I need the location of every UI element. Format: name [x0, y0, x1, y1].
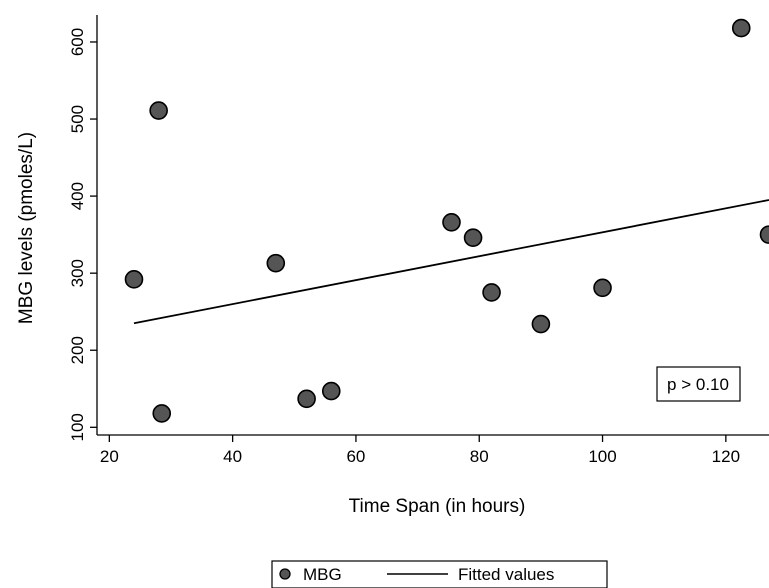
y-tick-label: 200: [68, 336, 87, 364]
data-point-mbg: [266, 253, 286, 273]
scatter-points-layer: [124, 18, 769, 423]
legend-marker-mbg: [279, 568, 291, 580]
data-point-mbg: [731, 18, 751, 38]
x-tick-label: 60: [346, 447, 365, 466]
legend: MBG Fitted values: [271, 560, 608, 588]
data-point-mbg: [297, 389, 316, 409]
y-axis-title: MBG levels (pmoles/L): [16, 132, 37, 324]
legend-label-mbg: MBG: [303, 565, 342, 584]
data-point-mbg: [124, 270, 144, 289]
data-point-mbg: [531, 314, 551, 334]
x-axis: 20 40 60 80 100 120: [97, 434, 769, 466]
x-tick-label: 80: [470, 447, 489, 466]
y-tick-label: 100: [68, 413, 87, 441]
annotation-box: [656, 366, 741, 402]
fitted-line-layer: [133, 199, 769, 325]
x-tick-label: 100: [588, 447, 616, 466]
x-tick-label: 20: [100, 447, 119, 466]
data-point-mbg: [759, 225, 769, 244]
annotation-text: p > 0.10: [667, 375, 729, 394]
data-point-mbg: [593, 278, 612, 298]
data-point-mbg: [321, 381, 341, 401]
legend-label-fitted: Fitted values: [458, 565, 554, 584]
data-point-mbg: [482, 283, 501, 302]
x-tick-label: 120: [712, 447, 740, 466]
p-value-annotation: p > 0.10: [656, 366, 741, 402]
data-point-mbg: [149, 101, 168, 120]
data-point-mbg: [463, 228, 483, 248]
fitted-values-line: [133, 199, 769, 325]
y-tick-label: 600: [68, 28, 87, 56]
y-tick-label: 400: [68, 182, 87, 210]
y-axis: 100 200 300 400 500 600: [68, 15, 98, 441]
x-axis-title: Time Span (in hours): [349, 496, 526, 517]
data-point-mbg: [152, 404, 172, 423]
y-tick-label: 500: [68, 105, 87, 133]
x-tick-label: 40: [223, 447, 242, 466]
data-point-mbg: [442, 213, 461, 232]
y-tick-label: 300: [68, 259, 87, 287]
